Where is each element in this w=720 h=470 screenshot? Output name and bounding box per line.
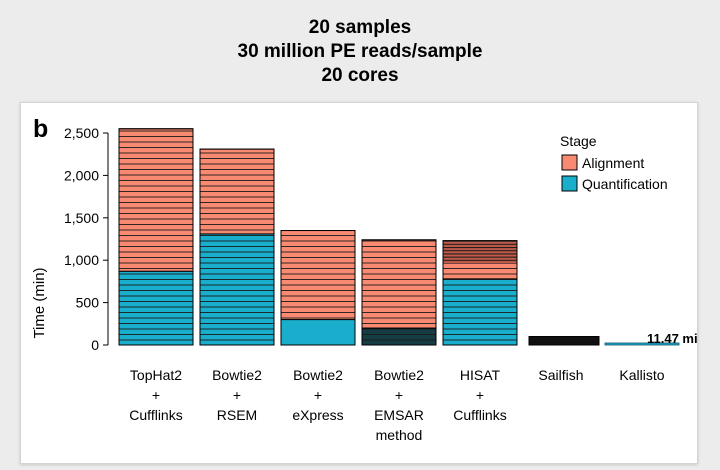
bar-hatch-alignment: [281, 230, 355, 320]
category-label-line: +: [395, 387, 403, 403]
category-label-line: Bowtie2: [212, 367, 262, 383]
bar-hatch-alignment: [362, 239, 436, 329]
bar-outline: [442, 240, 518, 346]
header-line-samples: 20 samples: [308, 17, 412, 38]
bar-hatch-quantification: [119, 271, 193, 345]
category-label-line: Cufflinks: [453, 407, 506, 423]
y-tick-label: 2,000: [64, 167, 99, 183]
legend-title: Stage: [560, 133, 597, 149]
bar-segment-quantification: [528, 336, 600, 346]
y-axis: 0 500 1,000 1,500 2,000 2,500: [64, 125, 109, 353]
bar-hatch-alignment: [443, 263, 517, 279]
bar-hatch-alignment: [119, 128, 193, 272]
y-tick-label: 2,500: [64, 125, 99, 141]
value-annotation: 11.47 min: [647, 331, 697, 346]
bar-segment-quantification: [280, 319, 356, 346]
category-label-line: method: [376, 427, 423, 443]
category-label-line: eXpress: [292, 407, 343, 423]
category-label-line: EMSAR: [374, 407, 424, 423]
legend-swatch: [561, 154, 578, 171]
legend: Stage Alignment Quantification: [560, 133, 668, 192]
y-tick-label: 1,500: [64, 210, 99, 226]
y-tick-label: 0: [91, 337, 99, 353]
bar-hatch-alignment-dense: [443, 240, 517, 264]
y-axis-title: Time (min): [31, 267, 48, 338]
category-label-line: Sailfish: [538, 367, 583, 383]
category-labels: TopHat2 + Cufflinks Bowtie2 + RSEM Bowtie2 + eXp…: [129, 367, 664, 443]
annotations: 11.47 min: [647, 331, 697, 346]
category-label-line: +: [233, 387, 241, 403]
bar-outline: [361, 239, 437, 346]
category-label-line: +: [314, 387, 322, 403]
bar-hatch-alignment: [200, 149, 274, 234]
chart-panel: b Time (min) 0 500 1,000 1,500 2,000 2,500 To…: [20, 102, 698, 464]
y-tick-label: 1,000: [64, 252, 99, 268]
category-label-line: Kallisto: [619, 367, 664, 383]
header-line-reads: 30 million PE reads/sample: [237, 41, 483, 62]
category-label-line: RSEM: [217, 407, 257, 423]
stacked-bar-chart: b Time (min) 0 500 1,000 1,500 2,000 2,500 To…: [31, 115, 697, 443]
bar-hatch-quantification: [200, 233, 274, 345]
category-label-line: Bowtie2: [293, 367, 343, 383]
category-label-line: Cufflinks: [129, 407, 182, 423]
bars-group: [118, 128, 680, 346]
bar-hatch-quantification: [362, 328, 436, 345]
legend-label: Alignment: [582, 155, 644, 171]
y-tick-label: 500: [76, 295, 100, 311]
bar-segment-quantification: [604, 342, 680, 346]
category-label-line: Bowtie2: [374, 367, 424, 383]
category-label-line: +: [152, 387, 160, 403]
chart-header: 20 samples 30 million PE reads/sample 20…: [0, 0, 720, 100]
bar-outline: [118, 128, 194, 346]
panel-letter: b: [33, 115, 48, 143]
category-label-line: HISAT: [460, 367, 501, 383]
bar-outline: [199, 148, 275, 346]
legend-label: Quantification: [582, 176, 668, 192]
legend-swatch: [561, 175, 578, 192]
category-label-line: +: [476, 387, 484, 403]
category-label-line: TopHat2: [130, 367, 182, 383]
header-line-cores: 20 cores: [321, 65, 399, 86]
bar-outline: [280, 230, 356, 346]
bar-hatch-quantification: [443, 278, 517, 345]
